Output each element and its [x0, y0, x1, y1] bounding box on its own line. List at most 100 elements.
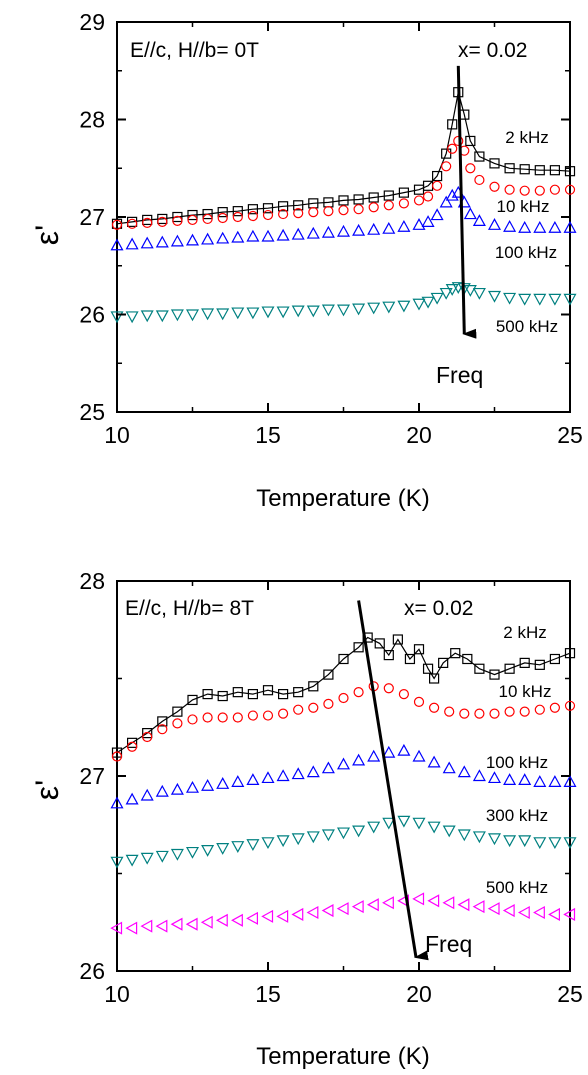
- series-label: 500 kHz: [496, 317, 558, 336]
- data-point: [487, 902, 500, 916]
- data-point: [518, 835, 532, 848]
- data-point: [421, 296, 435, 309]
- data-point: [502, 904, 515, 918]
- data-point: [412, 218, 426, 230]
- data-point: [261, 771, 275, 784]
- data-point: [216, 843, 230, 855]
- data-point: [276, 835, 290, 848]
- data-point: [487, 218, 502, 230]
- data-point: [430, 292, 444, 305]
- data-point: [533, 905, 545, 920]
- data-point: [474, 151, 485, 162]
- data-point: [201, 308, 215, 321]
- data-point: [533, 293, 547, 306]
- data-point: [157, 216, 168, 227]
- data-point: [231, 775, 245, 787]
- series-2-khz: [111, 87, 576, 229]
- series-10-khz: [111, 135, 576, 230]
- data-point: [155, 784, 169, 797]
- data-point: [216, 231, 230, 244]
- data-point: [231, 841, 245, 853]
- data-point: [489, 669, 500, 680]
- data-point: [321, 761, 335, 774]
- data-point: [278, 201, 289, 212]
- data-point: [200, 915, 213, 929]
- data-point: [278, 688, 289, 700]
- data-point: [291, 833, 305, 846]
- data-point: [126, 737, 138, 748]
- data-point: [427, 894, 440, 908]
- data-point: [246, 773, 260, 786]
- data-point: [202, 208, 213, 220]
- data-point: [291, 907, 304, 921]
- data-point: [465, 163, 476, 174]
- data-point: [429, 673, 440, 684]
- axis-ticks: 10 15 20 25 25 26 27 28 29: [79, 9, 582, 448]
- data-point: [368, 202, 379, 213]
- data-point: [185, 309, 200, 322]
- data-point: [457, 898, 470, 912]
- panel-bottom: 2 kHz 10 kHz 100 kHz 300 kHz 500 kHz 10 15 20 2…: [29, 568, 583, 1070]
- data-point: [262, 209, 274, 221]
- data-point: [336, 902, 349, 916]
- plot-frame: [116, 21, 571, 413]
- data-point: [397, 815, 411, 828]
- x-tick-label: 15: [255, 981, 281, 1007]
- data-point: [563, 837, 577, 850]
- data-point: [125, 237, 139, 250]
- series-label: 10 kHz: [499, 682, 552, 701]
- data-point: [125, 854, 139, 867]
- data-point: [142, 217, 153, 228]
- data-point: [430, 208, 444, 221]
- data-point: [276, 769, 290, 782]
- data-point: [293, 704, 304, 715]
- data-point: [563, 220, 577, 233]
- data-point: [276, 228, 290, 241]
- series-100-khz: [110, 743, 577, 809]
- data-point: [374, 638, 385, 649]
- data-point: [127, 218, 138, 229]
- data-point: [548, 220, 562, 233]
- data-point: [564, 184, 576, 195]
- data-point: [246, 307, 260, 320]
- data-point: [157, 213, 168, 225]
- data-point: [368, 192, 379, 203]
- data-point: [534, 704, 545, 715]
- series-label: 500 kHz: [486, 878, 548, 897]
- x-tick-label: 20: [406, 981, 432, 1007]
- data-point: [308, 702, 319, 713]
- data-point: [185, 780, 200, 793]
- data-point: [127, 741, 138, 752]
- data-point: [367, 302, 381, 315]
- data-point: [201, 779, 215, 791]
- data-point: [157, 716, 168, 727]
- series-2-khz: [111, 632, 576, 758]
- data-point: [383, 190, 394, 201]
- data-point: [111, 751, 123, 762]
- data-point: [489, 181, 500, 192]
- data-point: [336, 757, 351, 770]
- data-point: [306, 226, 320, 239]
- data-point: [397, 220, 411, 232]
- data-point: [534, 165, 545, 176]
- data-point: [398, 688, 409, 700]
- panel-top: 2 kHz 10 kHz 100 kHz 500 kHz 10 15 20 25 25 26 27…: [29, 9, 583, 512]
- data-point: [444, 706, 455, 717]
- data-point: [463, 285, 477, 297]
- data-point: [487, 833, 502, 846]
- data-point: [366, 898, 379, 912]
- data-point: [231, 307, 245, 320]
- data-point: [291, 305, 305, 318]
- data-point: [447, 119, 458, 130]
- data-point: [421, 215, 435, 227]
- data-point: [157, 724, 168, 735]
- data-point: [232, 211, 243, 223]
- data-point: [110, 796, 124, 809]
- data-point: [353, 687, 364, 698]
- data-point: [564, 700, 576, 711]
- data-point: [142, 731, 153, 743]
- data-point: [442, 761, 456, 774]
- data-point: [232, 206, 243, 217]
- data-point: [170, 309, 184, 322]
- data-point: [503, 773, 517, 786]
